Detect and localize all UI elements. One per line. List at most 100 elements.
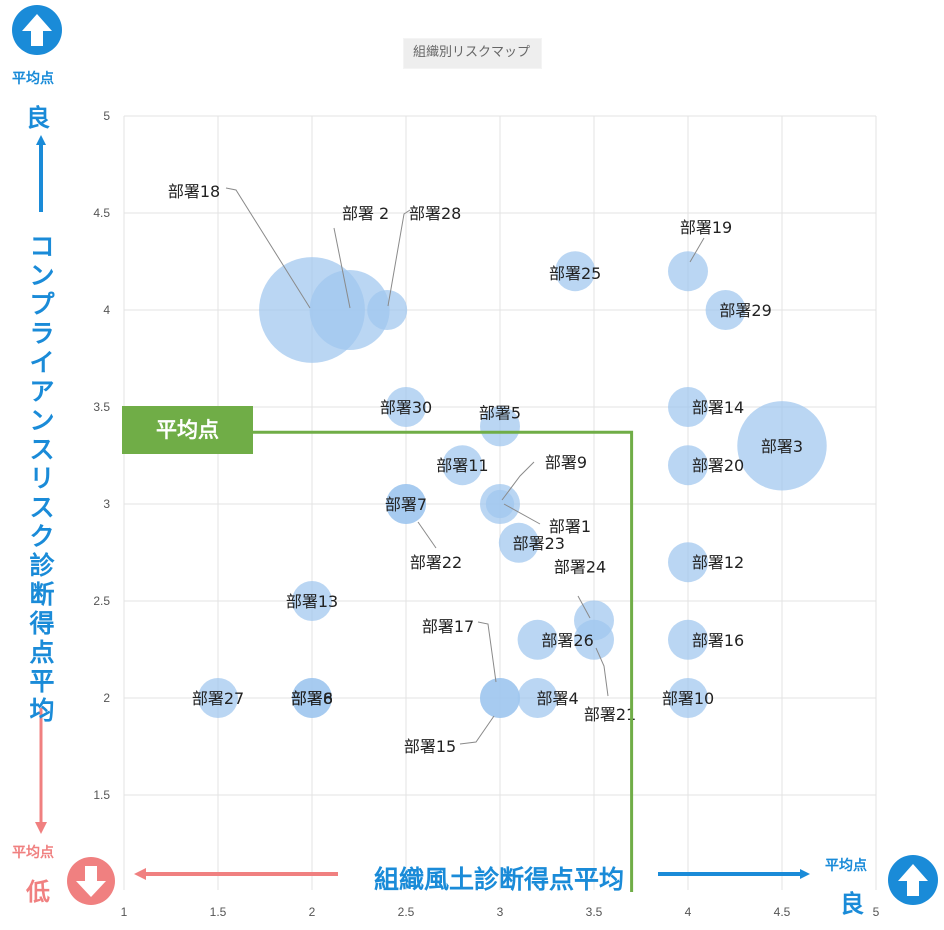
leader-line <box>459 715 495 745</box>
x-tick-label: 2.5 <box>398 905 415 919</box>
top-left-average-text: 平均点 <box>12 71 54 87</box>
data-label: 部署8 <box>291 689 333 708</box>
bubble-point <box>668 542 708 583</box>
bubble-point <box>668 619 708 660</box>
data-label: 部署4 <box>537 689 579 708</box>
leader-line <box>595 647 609 697</box>
data-label: 部署14 <box>692 398 744 417</box>
data-label: 部署18 <box>168 182 220 201</box>
y-tick-label: 4.5 <box>93 206 110 220</box>
bubble-point <box>668 387 708 427</box>
top-left-good-text: 良 <box>26 104 50 132</box>
bubble-point <box>442 445 483 486</box>
bubble-point <box>737 401 827 491</box>
leader-line <box>333 227 351 309</box>
bubble-point <box>705 290 746 330</box>
y-tick-label: 1.5 <box>93 788 110 802</box>
data-label: 部署25 <box>549 264 601 283</box>
data-label: 部署1 <box>549 517 591 536</box>
x-tick-label: 4.5 <box>774 905 791 919</box>
bubble-point <box>498 522 539 563</box>
leader-line <box>387 209 411 307</box>
data-label: 部署5 <box>479 403 521 422</box>
bottom-left-low-text: 低 <box>26 878 50 906</box>
bubble-point <box>668 678 708 718</box>
data-label: 部署21 <box>584 705 636 724</box>
data-label: 部署12 <box>692 553 744 572</box>
data-label: 部署30 <box>380 398 432 417</box>
x-tick-label: 3 <box>497 905 504 919</box>
data-label: 部署6 <box>291 689 333 708</box>
bubble-series <box>198 251 827 718</box>
leader-line <box>503 503 541 525</box>
bubble-point <box>574 600 614 641</box>
data-label: 部署11 <box>436 456 488 475</box>
data-label: 部署19 <box>680 218 732 237</box>
data-label: 部署20 <box>692 456 744 475</box>
bubble-point <box>480 678 520 718</box>
leader-line <box>477 621 497 683</box>
arrow-up-circle-icon <box>12 5 62 55</box>
bubble-point <box>292 581 332 621</box>
bubble-point <box>386 484 426 524</box>
chart-title-box <box>403 38 542 69</box>
data-label: 部署 2 <box>342 204 389 223</box>
data-label: 部署28 <box>409 204 461 223</box>
bubble-point <box>309 270 390 350</box>
bubble-point <box>555 251 596 292</box>
data-label: 部署15 <box>404 737 456 756</box>
x-axis-label: 組織風土診断得点平均 <box>373 865 624 894</box>
bubble-point <box>292 678 332 718</box>
x-axis-ticks: 1 1.5 2 2.5 3 3.5 4 4.5 5 <box>121 905 880 919</box>
x-tick-label: 1.5 <box>210 905 227 919</box>
data-label: 部署27 <box>192 689 244 708</box>
y-tick-label: 3.5 <box>93 400 110 414</box>
leader-line <box>417 521 437 549</box>
x-tick-label: 3.5 <box>586 905 603 919</box>
data-label: 部署24 <box>554 557 606 576</box>
leader-line <box>501 461 535 501</box>
bottom-left-average-text: 平均点 <box>12 845 54 861</box>
chart-title: 組織別リスクマップ <box>412 45 530 60</box>
bubble-point <box>517 619 558 660</box>
average-line <box>253 430 634 892</box>
bubble-point <box>367 290 408 330</box>
bubble-point <box>198 678 238 718</box>
leader-line <box>689 237 705 263</box>
data-label: 部署26 <box>541 631 593 650</box>
data-label: 部署17 <box>422 617 474 636</box>
bubble-point <box>668 445 708 486</box>
x-tick-label: 2 <box>309 905 316 919</box>
data-label: 部署23 <box>513 534 565 553</box>
leader-line <box>225 187 311 309</box>
y-tick-label: 5 <box>103 109 110 123</box>
bubble-point <box>480 406 520 447</box>
leader-line <box>577 595 591 619</box>
x-tick-label: 1 <box>121 905 128 919</box>
arrow-up-circle-icon <box>888 855 938 905</box>
bubble-point <box>485 489 515 519</box>
bottom-right-good-text: 良 <box>840 890 864 918</box>
bubble-point <box>386 387 426 427</box>
data-label: 部署29 <box>719 301 771 320</box>
y-axis-label: コンプライアンスリスク診断得点平均 <box>29 232 55 725</box>
data-label: 部署13 <box>286 592 338 611</box>
data-label: 部署7 <box>385 495 427 514</box>
data-label: 部署3 <box>761 437 803 456</box>
data-labels: 部署1 部署 2 部署3 部署4 部署5 部署6 部署7 部署8 部署9 部署10 部署11 部署12… <box>168 182 803 756</box>
y-tick-label: 2.5 <box>93 594 110 608</box>
data-label: 部署10 <box>662 689 714 708</box>
y-axis-ticks: 1.5 2 2.5 3 3.5 4 4.5 5 <box>93 109 110 802</box>
data-label: 部署16 <box>692 631 744 650</box>
bottom-right-average-text: 平均点 <box>825 858 867 874</box>
x-tick-label: 4 <box>685 905 692 919</box>
bubble-point <box>517 678 558 718</box>
average-label: 平均点 <box>122 406 253 454</box>
y-tick-label: 3 <box>103 497 110 511</box>
y-tick-label: 4 <box>103 303 110 317</box>
leader-lines <box>225 187 705 745</box>
bubble-point <box>668 251 708 292</box>
x-tick-label: 5 <box>873 905 880 919</box>
data-label: 部署9 <box>545 453 587 472</box>
